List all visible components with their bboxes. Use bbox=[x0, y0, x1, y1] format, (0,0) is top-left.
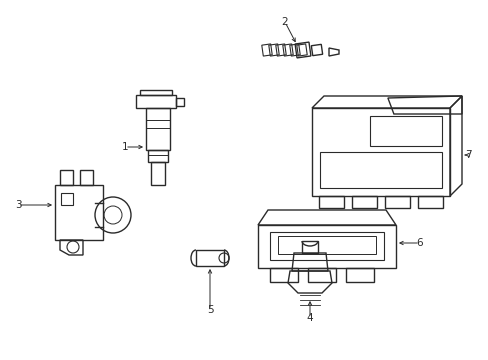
Text: 2: 2 bbox=[281, 17, 288, 27]
Text: 5: 5 bbox=[206, 305, 213, 315]
Text: 6: 6 bbox=[416, 238, 423, 248]
Text: 7: 7 bbox=[464, 150, 470, 160]
Text: 3: 3 bbox=[15, 200, 21, 210]
Text: 4: 4 bbox=[306, 313, 313, 323]
Text: 1: 1 bbox=[122, 142, 128, 152]
